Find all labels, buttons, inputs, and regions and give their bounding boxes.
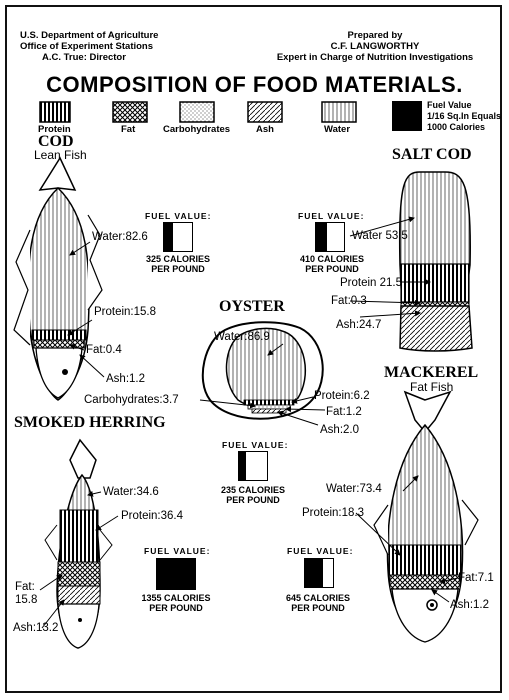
mackerel-ash-label: Ash:1.2 xyxy=(450,599,489,611)
smoked-herring-fuel-fill xyxy=(157,559,195,589)
cod-protein-label: Protein:15.8 xyxy=(94,306,157,318)
oyster-carbohydrates-label: Carbohydrates:3.7 xyxy=(84,394,179,406)
salt-cod-per-pound: PER POUND xyxy=(305,264,359,274)
header-left: U.S. Department of Agriculture Office of… xyxy=(20,30,158,63)
cod-calories-unit: CALORIES xyxy=(163,254,211,264)
legend-protein-label: Protein xyxy=(38,124,71,135)
fuel-note-line-3: 1000 Calories xyxy=(427,122,486,132)
mackerel-fuel-title: FUEL VALUE: xyxy=(287,546,354,556)
prepared-by-line: Prepared by xyxy=(347,30,403,41)
mackerel-subtitle: Fat Fish xyxy=(410,380,454,394)
salt-cod-fuel-title: FUEL VALUE: xyxy=(298,211,365,221)
legend-ash-label: Ash xyxy=(256,124,274,135)
oyster-water-label: Water:86.9 xyxy=(214,331,270,343)
salt-cod-title: SALT COD xyxy=(392,146,472,163)
salt-cod-calories: 410 CALORIES PER POUND xyxy=(282,254,382,274)
legend-carbohydrates-label: Carbohydrates xyxy=(163,124,231,135)
smoked-herring-calories: 1355 CALORIES PER POUND xyxy=(126,593,226,613)
cod-per-pound: PER POUND xyxy=(151,264,205,274)
mackerel-per-pound: PER POUND xyxy=(291,603,345,613)
salt-cod-fat-label: Fat:0.3 xyxy=(331,295,367,307)
author-title-line: Expert in Charge of Nutrition Investigat… xyxy=(276,52,474,63)
director-line: A.C. True: Director xyxy=(42,52,126,63)
smoked-herring-calories-value: 1355 xyxy=(141,593,162,603)
salt-cod-fuel-fill xyxy=(316,223,328,251)
leader-lines xyxy=(39,216,459,629)
legend-carbohydrates-swatch xyxy=(179,101,215,123)
cod-fuel-title: FUEL VALUE: xyxy=(145,211,212,221)
cod-water-label: Water:82.6 xyxy=(92,231,148,243)
legend-water-swatch xyxy=(321,101,357,123)
oyster-calories-value: 235 xyxy=(220,485,236,495)
mackerel-protein-label: Protein:18.3 xyxy=(302,507,365,519)
salt-cod-water-label: Water 53.5 xyxy=(352,230,408,242)
smoked-herring-fuel-box xyxy=(156,558,196,590)
mackerel-calories-value: 645 xyxy=(285,593,301,603)
salt-cod-calories-unit: CALORIES xyxy=(317,254,365,264)
cod-calories: 325 CALORIES PER POUND xyxy=(128,254,228,274)
smoked-herring-protein-label: Protein:36.4 xyxy=(121,510,184,522)
legend-ash-swatch xyxy=(247,101,283,123)
cod-title: COD xyxy=(38,133,74,150)
oyster-fat-label: Fat:1.2 xyxy=(326,406,362,418)
smoked-herring-title: SMOKED HERRING xyxy=(14,414,166,431)
legend-protein-swatch xyxy=(39,101,71,123)
mackerel-title: MACKEREL xyxy=(384,364,479,381)
smoked-herring-per-pound: PER POUND xyxy=(149,603,203,613)
cod-fuel-box xyxy=(163,222,193,252)
cod-fat-label: Fat:0.4 xyxy=(86,344,122,356)
mackerel-calories-unit: CALORIES xyxy=(303,593,351,603)
agency-line: U.S. Department of Agriculture xyxy=(20,30,159,41)
salt-cod-ash-label: Ash:24.7 xyxy=(336,319,382,331)
legend-fat-swatch xyxy=(112,101,148,123)
smoked-herring-calories-unit: CALORIES xyxy=(164,593,211,603)
mackerel-fat-label: Fat:7.1 xyxy=(458,572,494,584)
smoked-herring-fat-label: Fat: xyxy=(15,581,35,593)
cod-calories-value: 325 xyxy=(145,254,161,264)
smoked-herring-water-label: Water:34.6 xyxy=(103,486,159,498)
header-right: Prepared by C.F. LANGWORTHY Expert in Ch… xyxy=(255,30,495,63)
oyster-calories: 235 CALORIES PER POUND xyxy=(203,485,303,505)
legend-fuel-note: Fuel Value 1/16 Sq.In Equals 1000 Calori… xyxy=(427,100,501,133)
salt-cod-fuel-box xyxy=(315,222,345,252)
oyster-ash-label: Ash:2.0 xyxy=(320,424,359,436)
salt-cod-illustration xyxy=(398,171,473,352)
salt-cod-calories-value: 410 xyxy=(299,254,315,264)
smoked-herring-fat-value: 15.8 xyxy=(15,594,38,606)
mackerel-fuel-fill xyxy=(305,559,324,587)
cod-ash-label: Ash:1.2 xyxy=(106,373,145,385)
legend-fat-label: Fat xyxy=(121,124,136,135)
fuel-note-line-2: 1/16 Sq.In Equals xyxy=(427,111,502,121)
salt-cod-protein-label: Protein 21.5 xyxy=(340,277,403,289)
poster-frame xyxy=(5,5,502,693)
legend-water-label: Water xyxy=(324,124,351,135)
cod-fuel-fill xyxy=(164,223,174,251)
legend-fuel-square xyxy=(392,101,422,131)
author-line: C.F. LANGWORTHY xyxy=(330,41,420,52)
mackerel-fuel-box xyxy=(304,558,334,588)
smoked-herring-fuel-title: FUEL VALUE: xyxy=(144,546,211,556)
office-line: Office of Experiment Stations xyxy=(20,41,154,52)
oyster-illustration xyxy=(201,321,324,420)
oyster-title: OYSTER xyxy=(219,298,285,315)
oyster-fuel-fill xyxy=(239,452,246,480)
mackerel-calories: 645 CALORIES PER POUND xyxy=(268,593,368,613)
fuel-note-line-1: Fuel Value xyxy=(427,100,472,110)
oyster-fuel-title: FUEL VALUE: xyxy=(222,440,289,450)
cod-subtitle: Lean Fish xyxy=(34,148,87,162)
mackerel-water-label: Water:73.4 xyxy=(326,483,382,495)
page-title: COMPOSITION OF FOOD MATERIALS. xyxy=(46,72,463,97)
smoked-herring-ash-label: Ash:13.2 xyxy=(13,622,59,634)
oyster-per-pound: PER POUND xyxy=(226,495,280,505)
oyster-calories-unit: CALORIES xyxy=(238,485,286,495)
oyster-protein-label: Protein:6.2 xyxy=(314,390,370,402)
oyster-fuel-box xyxy=(238,451,268,481)
smoked-herring-illustration xyxy=(44,438,113,649)
cod-illustration xyxy=(13,156,103,401)
mackerel-illustration xyxy=(373,390,479,643)
